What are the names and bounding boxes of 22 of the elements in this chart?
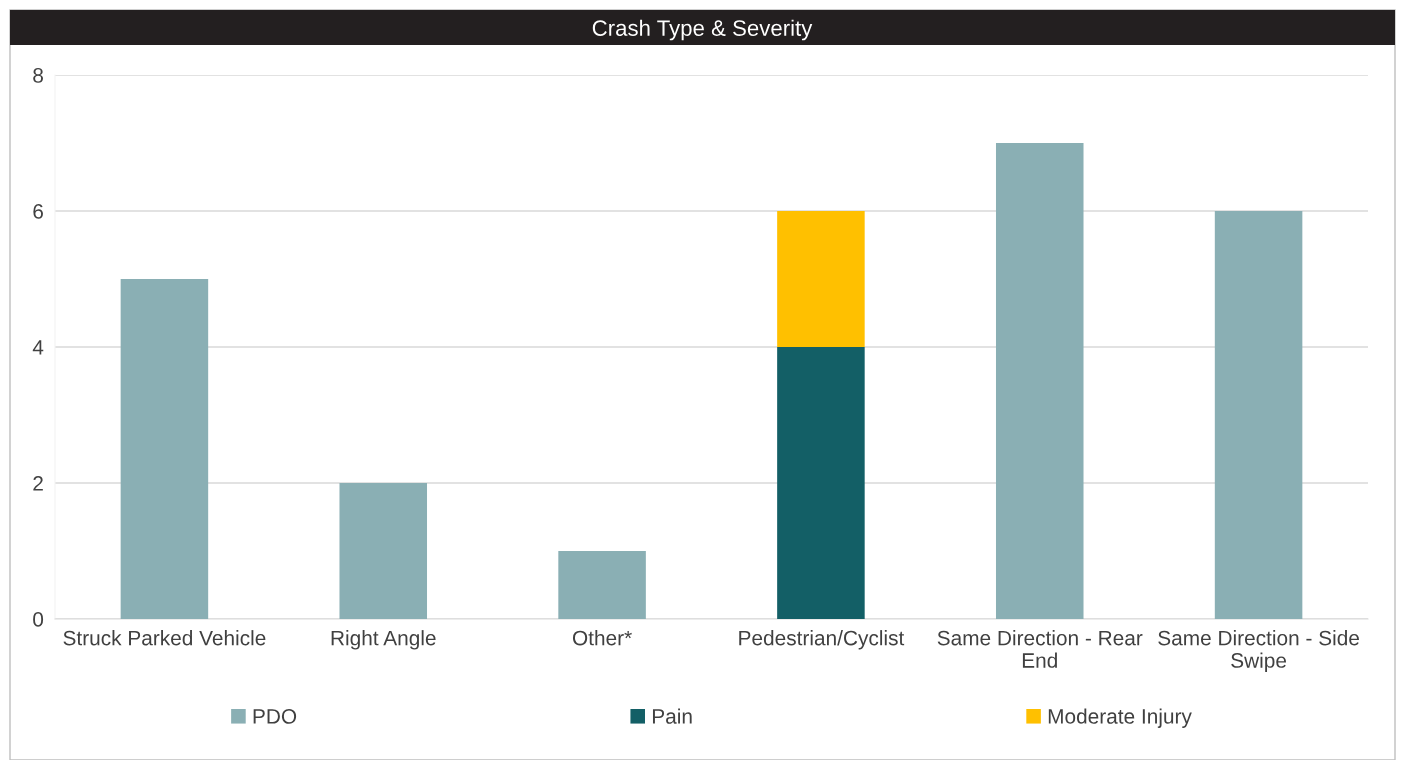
y-tick-label: 4 — [32, 340, 44, 355]
bar — [777, 347, 865, 619]
bar — [558, 551, 646, 619]
chart-title: Crash Type & Severity — [592, 19, 813, 41]
bar — [339, 483, 428, 619]
bar — [120, 279, 209, 619]
bar — [777, 211, 865, 347]
x-tick-label: Same Direction - Rear End — [937, 630, 1143, 668]
bar — [995, 143, 1084, 619]
y-tick-label: 0 — [33, 612, 44, 627]
x-tick-label: Pedestrian/Cyclist — [739, 630, 905, 650]
y-tick-label: 6 — [33, 204, 43, 219]
y-tick-label: 2 — [33, 476, 43, 491]
legend-label: Pain — [652, 708, 692, 724]
x-tick-label: Other* — [572, 630, 632, 646]
x-tick-label: Same Direction - Side Swipe — [1158, 630, 1359, 672]
legend-label: PDO — [253, 709, 297, 724]
legend-label: Moderate Injury — [1048, 708, 1192, 728]
bar — [1214, 211, 1303, 619]
x-tick-label: Right Angle — [331, 630, 436, 650]
x-tick-label: Struck Parked Vehicle — [63, 630, 266, 646]
y-tick-label: 8 — [33, 68, 43, 83]
